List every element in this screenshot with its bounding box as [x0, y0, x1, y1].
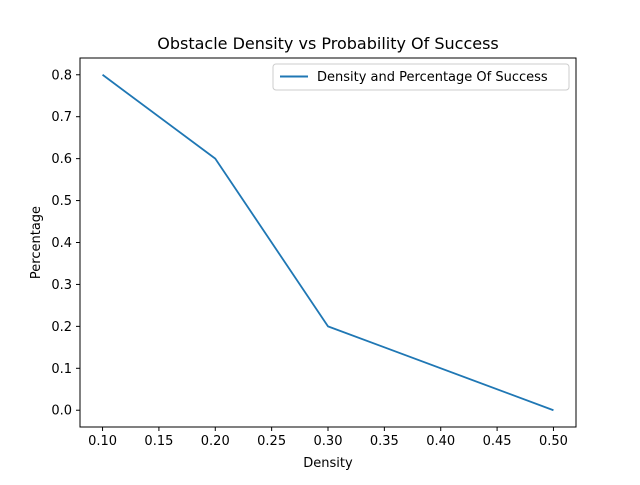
x-tick-label: 0.25: [257, 434, 286, 449]
x-tick-label: 0.10: [88, 434, 117, 449]
x-tick-label: 0.35: [370, 434, 399, 449]
y-tick-label: 0.4: [51, 236, 72, 251]
y-tick-label: 0.1: [51, 362, 72, 377]
x-tick-label: 0.40: [426, 434, 455, 449]
y-tick-label: 0.3: [51, 278, 72, 293]
legend-label: Density and Percentage Of Success: [317, 70, 548, 85]
x-tick-label: 0.45: [483, 434, 512, 449]
y-axis: 0.0 0.1 0.2 0.3 0.4 0.5 0.6 0.7 0.8: [51, 68, 80, 418]
x-tick-label: 0.15: [144, 434, 173, 449]
y-tick-label: 0.8: [51, 68, 72, 83]
x-axis-label: Density: [303, 456, 353, 471]
x-tick-label: 0.30: [314, 434, 343, 449]
legend: Density and Percentage Of Success: [273, 64, 569, 90]
y-tick-label: 0.2: [51, 320, 72, 335]
chart-title: Obstacle Density vs Probability Of Succe…: [157, 34, 499, 53]
x-tick-label: 0.20: [201, 434, 230, 449]
y-tick-label: 0.6: [51, 152, 72, 167]
y-tick-label: 0.5: [51, 194, 72, 209]
y-tick-label: 0.7: [51, 110, 72, 125]
y-axis-label: Percentage: [29, 206, 44, 279]
y-tick-label: 0.0: [51, 404, 72, 419]
x-axis: 0.10 0.15 0.20 0.25 0.30 0.35 0.40 0.45 0.50: [88, 427, 568, 449]
x-tick-label: 0.50: [539, 434, 568, 449]
